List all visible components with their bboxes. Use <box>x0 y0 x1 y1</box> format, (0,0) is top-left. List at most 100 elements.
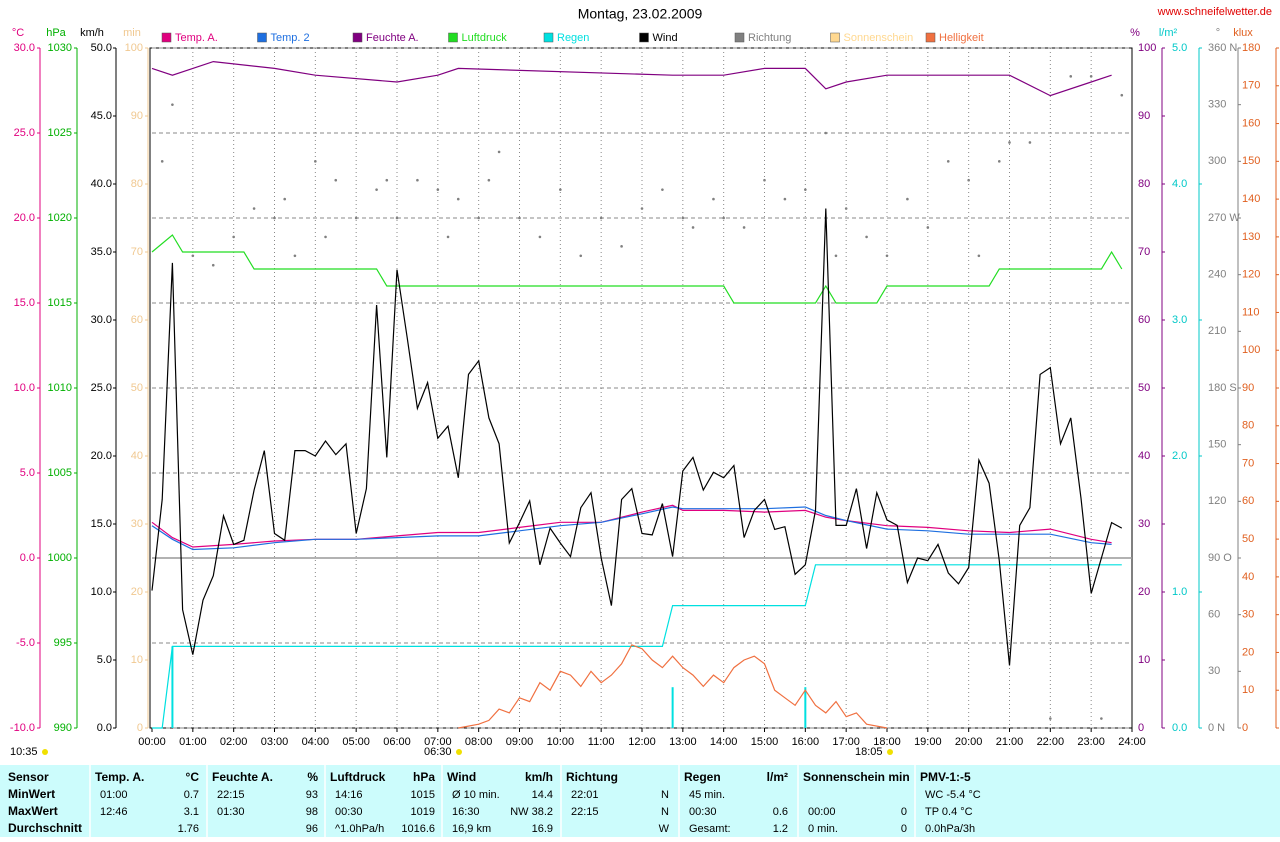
y-tick-label: 50 <box>1138 382 1150 394</box>
table-header: Richtung <box>566 770 618 784</box>
y-tick-label: 20 <box>1242 646 1254 658</box>
table-row-label: MinWert <box>8 787 55 801</box>
series-line <box>152 564 1122 729</box>
y-tick-label: 90 O <box>1208 552 1232 564</box>
axis-title: l/m² <box>1159 27 1178 39</box>
table-row-label: Durchschnitt <box>8 821 82 835</box>
table-cell: Gesamt: <box>689 823 731 835</box>
chart-title: Montag, 23.02.2009 <box>578 6 703 22</box>
y-tick-label: 240 <box>1208 269 1226 281</box>
y-tick-label: 60 <box>1208 609 1220 621</box>
y-tick-label: 20 <box>1138 586 1150 598</box>
legend-swatch <box>639 32 649 43</box>
series-dot <box>1069 75 1073 78</box>
series-dot <box>691 226 695 229</box>
x-tick-label: 03:00 <box>261 736 289 748</box>
series-dot <box>559 188 562 191</box>
x-tick-label: 21:00 <box>996 736 1024 748</box>
series-dot <box>283 197 287 201</box>
series-line <box>458 644 888 729</box>
legend-swatch <box>161 32 172 43</box>
y-tick-label: 5.0 <box>20 467 35 479</box>
series-dot <box>293 254 297 258</box>
series-dot <box>885 254 889 258</box>
y-tick-label: 30.0 <box>14 42 35 54</box>
x-tick-label: 19:00 <box>914 736 942 748</box>
y-tick-label: 35.0 <box>91 246 112 258</box>
y-tick-label: 10 <box>1138 654 1150 666</box>
table-cell: 3.1 <box>184 806 199 818</box>
y-tick-label: 180 S <box>1208 382 1237 394</box>
series-line <box>151 208 1123 666</box>
y-tick-label: 100 <box>125 42 143 54</box>
series-dot <box>967 178 970 182</box>
y-tick-label: 70 <box>1242 457 1254 469</box>
y-tick-label: 60 <box>131 314 143 326</box>
y-tick-label: 4.0 <box>1172 178 1187 190</box>
y-tick-label: 40 <box>1242 571 1254 583</box>
series-dot <box>681 216 685 220</box>
legend-label: Helligkeit <box>939 32 984 44</box>
axis-title: % <box>1130 27 1140 39</box>
x-tick-label: 07:00 <box>424 736 452 748</box>
y-tick-label: 5.0 <box>1172 42 1187 54</box>
y-tick-label: 10.0 <box>14 382 35 394</box>
legend-label: Temp. A. <box>175 32 218 44</box>
table-cell: 1019 <box>411 806 435 818</box>
x-tick-label: 11:00 <box>588 736 615 748</box>
table-cell: 00:30 <box>335 806 363 818</box>
y-tick-label: 10 <box>1242 684 1254 696</box>
y-tick-label: 1005 <box>48 467 72 479</box>
x-tick-label: 02:00 <box>220 736 248 748</box>
y-tick-label: 0 <box>137 722 143 734</box>
series-dot <box>314 160 317 163</box>
table-header: Feuchte A. <box>212 770 273 784</box>
y-tick-label: 995 <box>54 637 72 649</box>
x-tick-label: 24:00 <box>1118 736 1146 748</box>
y-tick-label: 80 <box>1138 178 1150 190</box>
series-dot <box>579 254 583 258</box>
series-dot <box>497 150 501 154</box>
legend-label: Sonnenschein <box>844 32 914 44</box>
series-dot <box>1100 717 1103 720</box>
table-cell: 01:30 <box>217 806 245 818</box>
y-tick-label: 60 <box>1138 314 1150 326</box>
series-dot <box>385 178 389 182</box>
y-tick-label: 0 <box>1138 722 1144 734</box>
y-tick-label: 110 <box>1242 306 1260 318</box>
y-tick-label: 30.0 <box>91 314 112 326</box>
series-dot <box>661 188 664 191</box>
legend-swatch <box>257 32 267 43</box>
series-dot <box>324 235 327 239</box>
series-dot <box>446 235 450 239</box>
table-cell: 1016.6 <box>401 823 435 835</box>
y-tick-label: 90 <box>131 110 143 122</box>
legend-swatch <box>925 32 936 43</box>
table-cell: 1.76 <box>178 823 199 835</box>
y-tick-label: 90 <box>1138 110 1150 122</box>
table-cell: 0 <box>901 806 907 818</box>
x-tick-label: 01:00 <box>179 736 207 748</box>
series-dot <box>456 197 460 201</box>
series-dot <box>620 245 623 248</box>
y-tick-label: 40.0 <box>91 178 112 190</box>
y-tick-label: 150 <box>1208 439 1226 451</box>
axis-title: min <box>123 27 141 39</box>
legend-label: Regen <box>557 32 589 44</box>
series-line <box>151 504 1112 548</box>
table-cell: ^1.0hPa/h <box>335 823 384 835</box>
table-cell: 45 min. <box>689 789 725 801</box>
y-tick-label: 40 <box>131 450 143 462</box>
table-row-label: MaxWert <box>8 804 58 818</box>
series-dot <box>804 188 807 191</box>
table-header: Wind <box>447 770 476 784</box>
table-cell: 0.0hPa/3h <box>925 823 975 835</box>
series-dot <box>1120 93 1124 97</box>
table-header: PMV-1:-5 <box>920 770 971 784</box>
x-tick-label: 13:00 <box>669 736 697 748</box>
x-tick-label: 10:00 <box>547 736 575 748</box>
series-dot <box>640 207 644 210</box>
series-dot <box>518 216 521 220</box>
series-dot <box>783 197 787 201</box>
table-header: Temp. A. <box>95 770 144 784</box>
